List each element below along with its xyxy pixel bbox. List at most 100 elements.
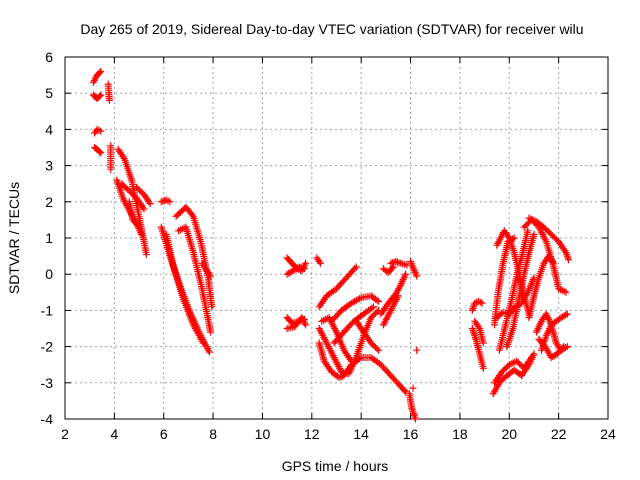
trace-e7: [352, 317, 382, 354]
chart-title: Day 265 of 2019, Sidereal Day-to-day VTE…: [80, 21, 583, 37]
plus-markers: [91, 144, 105, 157]
plus-markers: [89, 68, 105, 86]
plus-markers: [162, 230, 207, 347]
x-tick-label: 12: [304, 426, 320, 442]
trace-c6: [157, 196, 174, 206]
trace-a4: [91, 144, 105, 157]
x-tick-label: 22: [551, 426, 567, 442]
x-tick-label: 10: [255, 426, 271, 442]
plus-markers: [133, 183, 154, 208]
trace-h10: [525, 252, 558, 322]
plus-markers: [471, 317, 487, 347]
trace-f5: [379, 292, 402, 329]
plus-markers: [107, 142, 115, 173]
plus-markers: [198, 259, 215, 280]
trace-c5: [198, 259, 215, 280]
plus-markers: [495, 227, 532, 354]
trace-c4: [175, 223, 215, 336]
x-tick-label: 18: [452, 426, 468, 442]
trace-b4: [133, 183, 154, 208]
trace-f8: [413, 346, 421, 354]
trace-h6: [495, 227, 532, 354]
trace-f7: [409, 384, 417, 392]
trace-b5: [125, 198, 142, 229]
trace-e6: [330, 303, 377, 347]
plus-markers: [407, 258, 421, 280]
y-tick-label: 5: [45, 85, 53, 101]
x-tick-label: 2: [61, 426, 69, 442]
trace-g1: [468, 297, 486, 314]
y-tick-label: 4: [45, 121, 53, 137]
y-tick-label: -1: [41, 302, 54, 318]
plus-markers: [535, 335, 568, 361]
grid-lines: [65, 57, 608, 419]
x-tick-label: 20: [501, 426, 517, 442]
x-tick-label: 24: [600, 426, 616, 442]
plus-markers: [379, 263, 397, 276]
trace-g3: [471, 317, 487, 347]
y-tick-label: 0: [45, 266, 53, 282]
plus-markers: [352, 317, 382, 354]
plus-markers: [315, 263, 360, 311]
plus-markers: [503, 230, 538, 351]
trace-c2: [162, 230, 207, 347]
x-tick-label: 14: [353, 426, 369, 442]
trace-d5: [313, 254, 324, 267]
plus-markers: [405, 390, 419, 423]
x-tick-label: 4: [110, 426, 118, 442]
plus-markers: [468, 297, 486, 314]
plus-markers: [379, 292, 402, 329]
plus-markers: [413, 346, 421, 354]
plus-markers: [525, 252, 558, 322]
y-tick-label: 3: [45, 158, 53, 174]
y-axis-title: SDTVAR / TECUs: [6, 182, 22, 294]
x-tick-label: 8: [209, 426, 217, 442]
plus-markers: [157, 196, 174, 206]
trace-d4: [283, 314, 310, 332]
plus-markers: [328, 292, 382, 325]
trace-e4: [315, 263, 360, 311]
trace-d2: [283, 263, 308, 278]
plus-markers: [387, 258, 411, 269]
plus-markers: [91, 125, 105, 137]
trace-h13: [535, 335, 568, 361]
plus-markers: [409, 384, 417, 392]
plus-markers: [468, 325, 487, 372]
plus-markers: [104, 80, 113, 104]
trace-f3: [407, 258, 421, 280]
y-tick-label: 1: [45, 230, 53, 246]
trace-a1: [89, 68, 105, 86]
x-tick-label: 16: [403, 426, 419, 442]
trace-h9: [525, 214, 572, 264]
x-axis-title: GPS time / hours: [282, 458, 389, 474]
plus-markers: [89, 91, 105, 103]
plus-markers: [283, 314, 310, 332]
trace-a2: [89, 91, 105, 103]
trace-b3: [118, 180, 148, 213]
trace-f2: [387, 258, 411, 269]
plus-markers: [125, 198, 142, 229]
trace-a3: [91, 125, 105, 137]
y-tick-label: -2: [41, 339, 54, 355]
trace-f4: [377, 270, 410, 318]
plus-markers: [377, 270, 410, 318]
plus-markers: [313, 254, 324, 267]
y-tick-label: 6: [45, 49, 53, 65]
plus-markers: [491, 354, 535, 387]
plus-markers: [283, 263, 308, 278]
x-tick-label: 6: [160, 426, 168, 442]
plus-markers: [118, 180, 148, 213]
y-tick-label: -3: [41, 375, 54, 391]
trace-f1: [379, 263, 397, 276]
trace-e5: [328, 292, 382, 325]
data-points: [89, 68, 572, 423]
plus-markers: [330, 303, 377, 347]
trace-f6: [405, 390, 419, 423]
trace-h2: [491, 354, 535, 387]
trace-a6: [107, 142, 115, 173]
plus-markers: [525, 214, 572, 264]
plus-markers: [175, 223, 215, 336]
trace-h7: [503, 230, 538, 351]
